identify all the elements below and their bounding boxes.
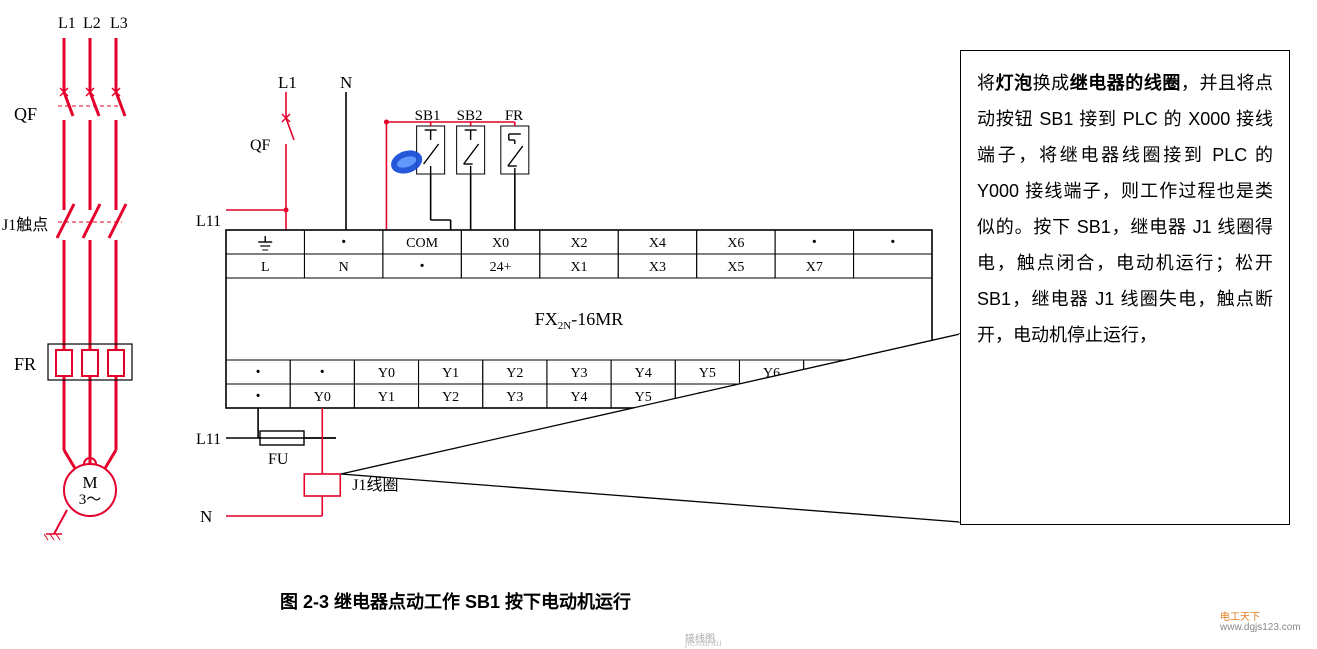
svg-text:N: N — [339, 260, 349, 275]
svg-text:X5: X5 — [727, 260, 744, 275]
svg-text:X0: X0 — [492, 236, 509, 251]
figure-caption: 图 2-3 继电器点动工作 SB1 按下电动机运行 — [280, 588, 631, 614]
svg-text:·: · — [255, 361, 262, 383]
svg-text:·: · — [340, 231, 347, 253]
svg-text:J1线圈: J1线圈 — [352, 476, 398, 494]
svg-text:Y0: Y0 — [378, 366, 395, 381]
svg-text:FR: FR — [14, 354, 36, 374]
svg-text:L11: L11 — [196, 431, 221, 448]
svg-text:24+: 24+ — [490, 260, 512, 275]
svg-text:Y3: Y3 — [506, 390, 523, 405]
svg-text:·: · — [811, 231, 818, 253]
svg-text:Y0: Y0 — [314, 390, 331, 405]
svg-text:N: N — [200, 507, 212, 526]
watermark-1: 电工天下 — [1220, 608, 1260, 623]
svg-text:X7: X7 — [806, 260, 823, 275]
svg-text:L3: L3 — [110, 15, 128, 32]
svg-text:J1触点: J1触点 — [2, 216, 48, 234]
svg-text:FU: FU — [268, 451, 289, 468]
svg-text:Y1: Y1 — [378, 390, 395, 405]
svg-text:QF: QF — [250, 137, 271, 154]
svg-text:X6: X6 — [727, 236, 744, 251]
svg-text:Y2: Y2 — [442, 390, 459, 405]
callout-box: 将灯泡换成继电器的线圈，并且将点动按钮 SB1 接到 PLC 的 X000 接线… — [960, 50, 1290, 525]
svg-text:L1: L1 — [58, 15, 76, 32]
svg-text:·: · — [255, 385, 262, 407]
svg-text:L2: L2 — [83, 15, 101, 32]
svg-text:X2: X2 — [570, 236, 587, 251]
svg-text:·: · — [889, 231, 896, 253]
svg-text:Y1: Y1 — [442, 366, 459, 381]
svg-text:Y3: Y3 — [570, 366, 587, 381]
svg-text:3～: 3～ — [79, 492, 102, 508]
svg-text:L1: L1 — [278, 73, 297, 92]
svg-text:L: L — [261, 260, 270, 275]
svg-text:X3: X3 — [649, 260, 666, 275]
svg-text:X1: X1 — [570, 260, 587, 275]
watermark-2: www.dgjs123.com — [1220, 622, 1301, 633]
svg-text:QF: QF — [14, 104, 37, 124]
svg-text:M: M — [82, 473, 97, 492]
svg-text:COM: COM — [406, 236, 438, 251]
svg-text:Y4: Y4 — [635, 366, 652, 381]
svg-text:·: · — [419, 255, 426, 277]
svg-text:Y5: Y5 — [699, 366, 716, 381]
svg-text:FX2N-16MR: FX2N-16MR — [535, 309, 623, 332]
svg-text:N: N — [340, 73, 352, 92]
svg-text:Y2: Y2 — [506, 366, 523, 381]
svg-text:Y5: Y5 — [635, 390, 652, 405]
svg-text:Y4: Y4 — [570, 390, 587, 405]
svg-text:·: · — [319, 361, 326, 383]
watermark-4: jiexiantu — [685, 638, 722, 649]
svg-text:X4: X4 — [649, 236, 666, 251]
svg-text:L11: L11 — [196, 213, 221, 230]
